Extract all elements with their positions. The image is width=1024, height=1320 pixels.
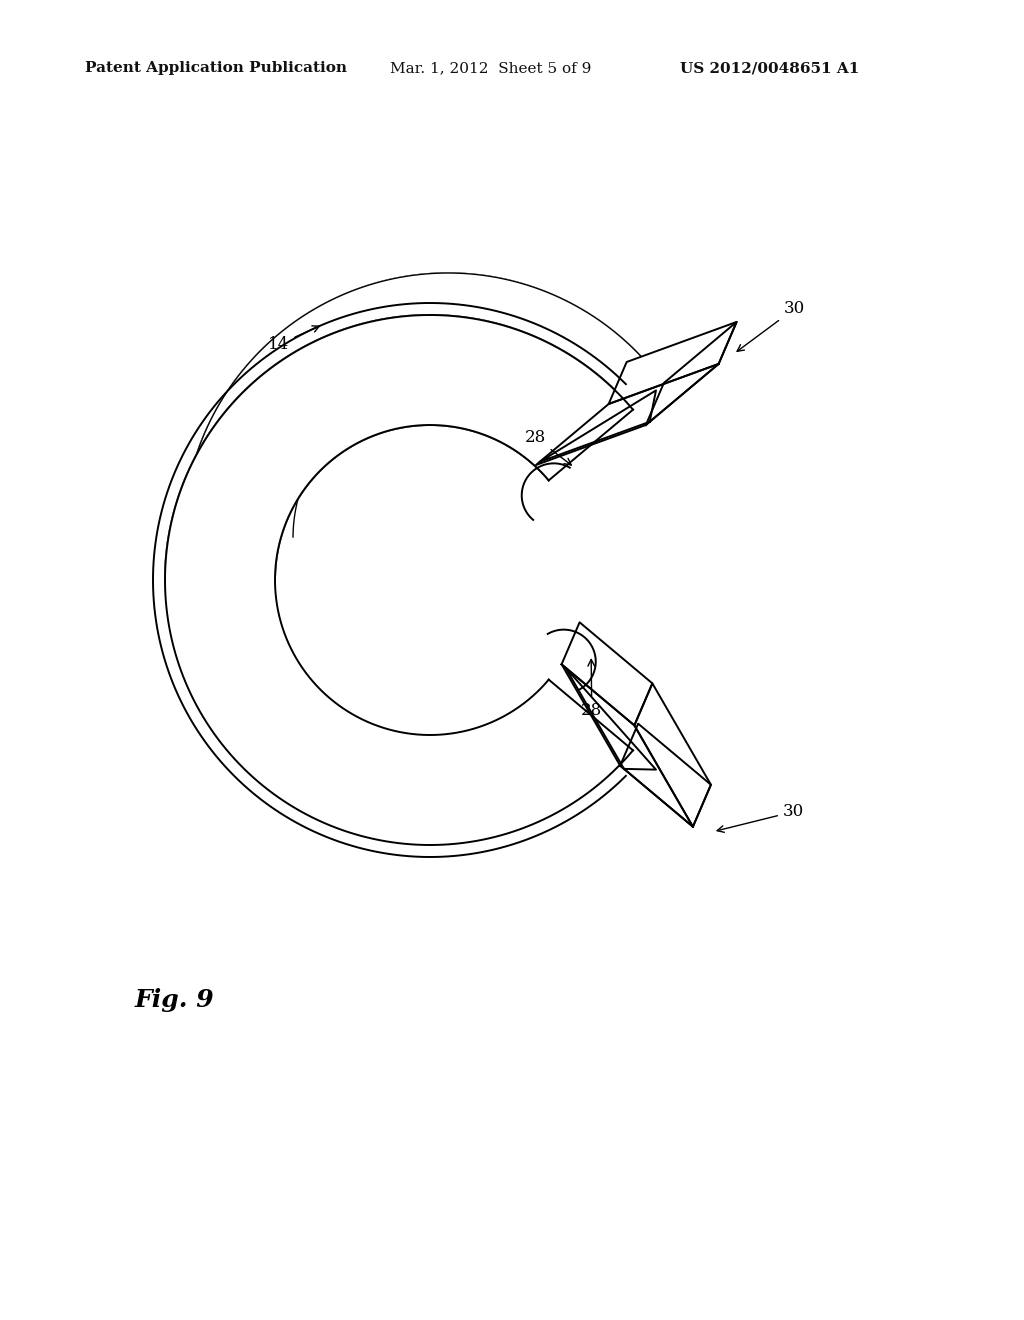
Polygon shape [536, 364, 719, 465]
Text: 28: 28 [524, 429, 571, 465]
Polygon shape [540, 391, 656, 462]
Text: 30: 30 [717, 804, 804, 833]
Text: US 2012/0048651 A1: US 2012/0048651 A1 [680, 61, 859, 75]
Polygon shape [275, 383, 566, 579]
Polygon shape [565, 668, 656, 770]
Text: Patent Application Publication: Patent Application Publication [85, 61, 347, 75]
Polygon shape [561, 622, 652, 726]
Polygon shape [646, 322, 736, 425]
Text: 30: 30 [737, 301, 805, 351]
Polygon shape [165, 273, 651, 578]
Text: Mar. 1, 2012  Sheet 5 of 9: Mar. 1, 2012 Sheet 5 of 9 [390, 61, 592, 75]
Polygon shape [621, 723, 711, 826]
Text: 28: 28 [582, 660, 602, 718]
Polygon shape [634, 684, 711, 826]
Polygon shape [608, 322, 736, 404]
Text: Fig. 9: Fig. 9 [135, 987, 215, 1012]
Text: 14: 14 [268, 326, 319, 352]
Polygon shape [561, 664, 693, 826]
Polygon shape [165, 315, 633, 845]
